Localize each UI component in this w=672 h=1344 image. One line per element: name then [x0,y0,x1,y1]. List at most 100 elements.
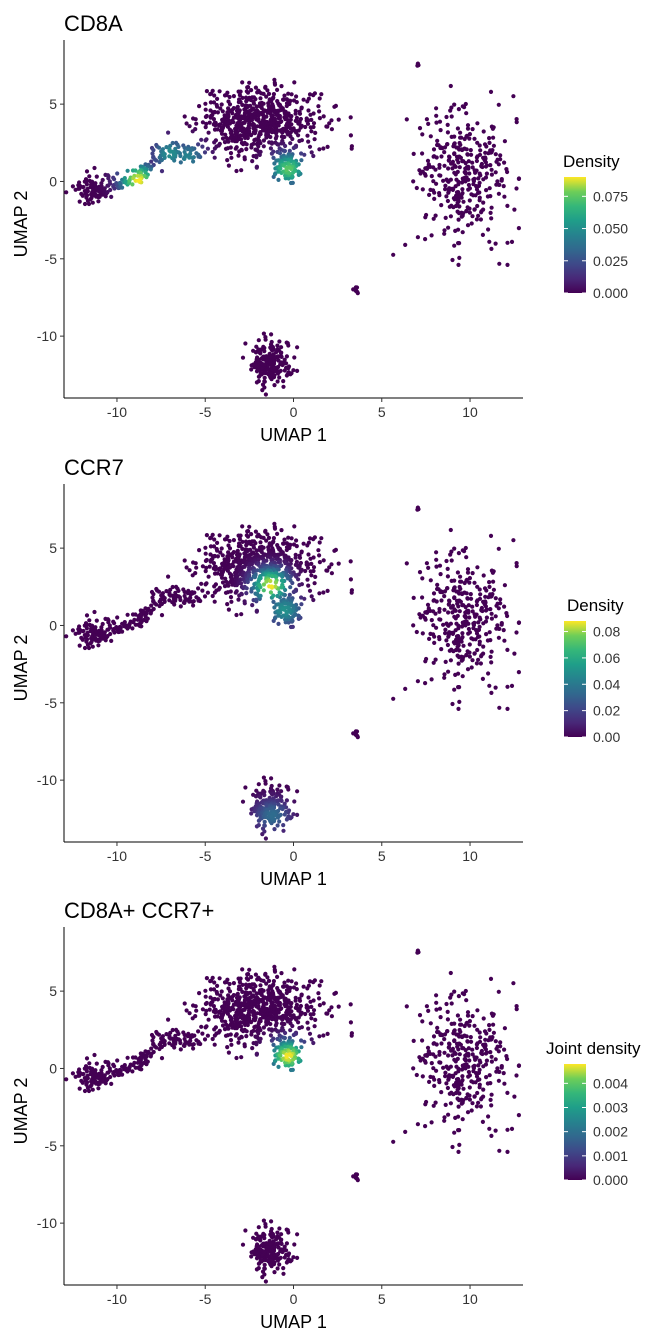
data-point [168,1030,173,1035]
data-point [489,1054,494,1059]
data-point [465,1039,470,1044]
data-point [279,578,284,583]
data-point [336,561,341,566]
data-point [277,1003,282,1008]
data-point [281,823,286,828]
data-point [454,1064,459,1069]
data-point [444,558,449,564]
data-point [428,578,433,583]
data-point [514,1007,519,1012]
data-point [460,104,465,109]
data-point [291,145,296,151]
data-point [77,180,82,185]
data-point [497,1148,502,1153]
data-point [220,109,225,114]
data-point [475,1027,480,1032]
data-point [489,616,494,621]
data-point [136,178,141,183]
data-point [462,1057,467,1062]
data-point [279,971,284,976]
data-point [240,355,246,360]
data-point [208,92,213,97]
data-point [282,607,287,612]
data-point [425,1045,431,1050]
data-point [177,595,182,600]
data-point [457,165,462,170]
data-point [227,989,233,994]
data-point [487,186,492,191]
data-point [249,88,254,93]
data-point [474,602,479,608]
data-point [465,126,471,131]
data-point [206,1017,211,1022]
data-point [487,683,492,688]
data-point [484,615,489,620]
data-point [280,130,285,135]
data-point [211,544,217,549]
data-point [465,1010,471,1015]
data-point [309,1037,314,1042]
data-point [200,120,205,125]
data-point [415,679,420,684]
data-point [451,144,456,149]
data-point [249,145,254,150]
data-point [434,113,439,118]
data-point [287,148,292,153]
data-point [215,997,220,1002]
data-point [150,151,155,156]
data-point [254,344,259,349]
data-point [240,95,245,100]
data-point [403,686,408,692]
data-point [307,536,313,541]
data-point [223,132,228,137]
data-point [94,1061,99,1066]
data-point [258,585,263,590]
data-point [447,648,452,653]
data-point [460,548,465,553]
data-point [283,143,288,149]
data-point [264,579,269,584]
y-tick-label: -10 [37,1215,57,1231]
data-point [429,233,434,238]
data-point [272,161,277,166]
data-point [255,355,260,360]
data-point [467,654,472,659]
data-point [191,1042,196,1047]
data-point [317,1034,322,1039]
data-point [269,776,274,781]
data-point [489,1133,494,1138]
data-point [453,672,458,678]
data-point [464,998,469,1003]
data-point [156,145,162,150]
data-point [247,524,252,529]
y-tick-label: -5 [45,695,58,711]
data-point [245,85,250,90]
data-point [458,130,463,135]
data-point [191,599,196,604]
data-point [87,618,92,623]
data-point [82,645,88,651]
data-point [489,649,494,654]
data-point [251,141,256,146]
data-point [203,101,208,106]
data-point [444,194,449,199]
data-point [85,630,90,636]
data-point [275,347,280,352]
data-point [441,1065,446,1070]
data-point [279,798,284,804]
data-point [447,204,452,209]
data-point [477,639,482,644]
data-point [485,194,490,199]
data-point [272,365,277,370]
data-point [125,168,130,173]
data-point [204,89,209,94]
data-point [288,1028,293,1033]
data-point [254,1042,259,1047]
data-point [455,1096,460,1101]
data-point [458,1017,463,1022]
data-point [210,149,215,155]
data-point [466,626,471,632]
data-point [97,1081,102,1086]
data-point [112,186,117,191]
data-point [215,96,220,101]
